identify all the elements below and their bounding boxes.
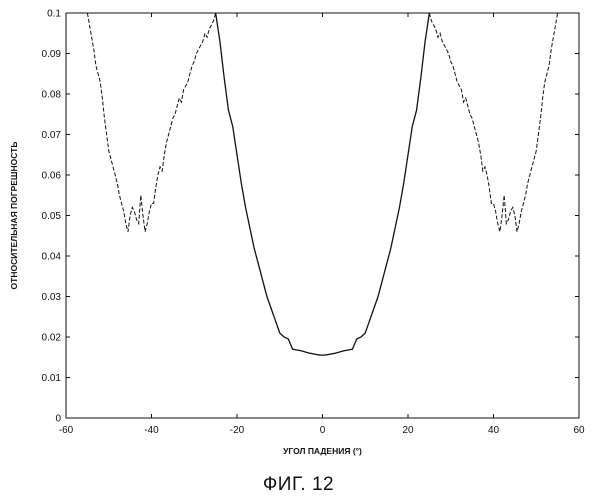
x-tick-label: 40 <box>488 425 500 436</box>
y-tick-label: 0.04 <box>42 252 62 263</box>
y-tick-label: 0.03 <box>42 292 62 303</box>
x-axis-title: УГОЛ ПАДЕНИЯ (°) <box>283 446 362 456</box>
y-tick-label: 0.01 <box>42 373 62 384</box>
x-tick-label: -20 <box>230 425 245 436</box>
series-line-solid-0 <box>216 13 430 355</box>
y-tick-label: 0.1 <box>47 9 61 20</box>
y-tick-label: 0.09 <box>42 49 62 60</box>
x-tick-label: -40 <box>144 425 159 436</box>
x-tick-label: -60 <box>59 425 74 436</box>
x-tick-label: 60 <box>573 425 585 436</box>
series-line-dashed-2 <box>429 13 557 232</box>
series-group <box>87 13 557 355</box>
figure-caption: ФИГ. 12 <box>0 474 597 496</box>
y-tick-label: 0.06 <box>42 171 62 182</box>
y-tick-label: 0.05 <box>42 211 62 222</box>
y-axis-ticks: 0 0.01 0.02 0.03 0.04 0.05 0.06 0.07 0.08 0.09 0.1 <box>42 9 579 425</box>
y-tick-label: 0.08 <box>42 90 62 101</box>
y-tick-label: 0.07 <box>42 130 62 141</box>
series-line-dashed-1 <box>87 13 215 232</box>
y-tick-label: 0 <box>55 414 61 425</box>
y-tick-label: 0.02 <box>42 333 62 344</box>
x-tick-label: 0 <box>320 425 326 436</box>
chart-area: -60 -40 -20 0 20 40 60 0 0.01 0.02 0.03 0.04 0.05 0.… <box>0 0 597 470</box>
x-tick-label: 20 <box>402 425 414 436</box>
y-axis-title: ОТНОСИТЕЛЬНАЯ ПОГРЕШНОСТЬ <box>9 142 19 290</box>
